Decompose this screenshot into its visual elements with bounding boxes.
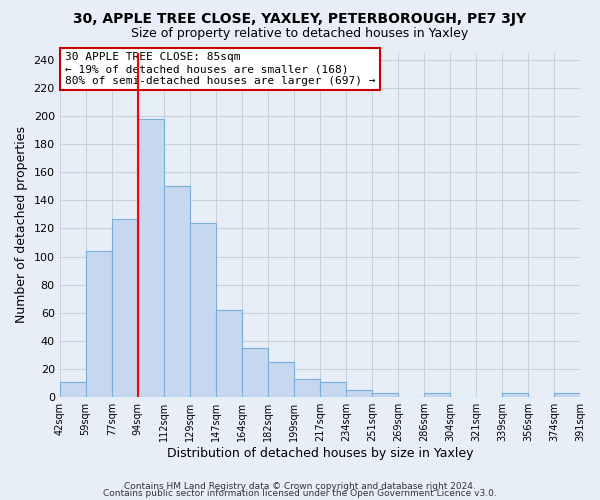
Text: 30, APPLE TREE CLOSE, YAXLEY, PETERBOROUGH, PE7 3JY: 30, APPLE TREE CLOSE, YAXLEY, PETERBOROU… — [73, 12, 527, 26]
Y-axis label: Number of detached properties: Number of detached properties — [15, 126, 28, 324]
Bar — [86, 251, 112, 397]
Bar — [554, 393, 580, 397]
Bar — [190, 222, 216, 397]
Bar — [346, 390, 372, 397]
Bar — [216, 310, 242, 397]
X-axis label: Distribution of detached houses by size in Yaxley: Distribution of detached houses by size … — [167, 447, 473, 460]
Bar — [164, 186, 190, 397]
Bar — [372, 393, 398, 397]
Bar — [424, 393, 450, 397]
Text: 30 APPLE TREE CLOSE: 85sqm
← 19% of detached houses are smaller (168)
80% of sem: 30 APPLE TREE CLOSE: 85sqm ← 19% of deta… — [65, 52, 376, 86]
Text: Size of property relative to detached houses in Yaxley: Size of property relative to detached ho… — [131, 28, 469, 40]
Text: Contains public sector information licensed under the Open Government Licence v3: Contains public sector information licen… — [103, 490, 497, 498]
Bar — [502, 393, 528, 397]
Bar — [138, 118, 164, 397]
Bar — [268, 362, 294, 397]
Bar — [294, 379, 320, 397]
Bar — [112, 218, 138, 397]
Bar — [59, 382, 86, 397]
Bar — [320, 382, 346, 397]
Text: Contains HM Land Registry data © Crown copyright and database right 2024.: Contains HM Land Registry data © Crown c… — [124, 482, 476, 491]
Bar — [242, 348, 268, 397]
